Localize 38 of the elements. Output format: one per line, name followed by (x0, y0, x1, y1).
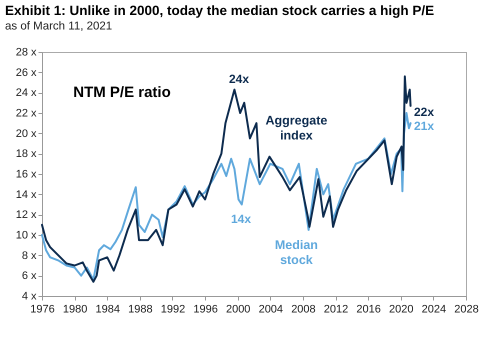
annotation: 24x (228, 72, 250, 86)
y-tick-label: 4 x (22, 290, 37, 302)
line-series (41, 75, 412, 283)
y-tick-label: 14 x (16, 188, 37, 201)
x-tick-label: 1984 (95, 304, 120, 316)
x-tick-label: 2012 (324, 304, 348, 316)
chart-title: Exhibit 1: Unlike in 2000, today the median stock carries a high P/E (5, 3, 434, 18)
y-tick-label: 8 x (22, 250, 37, 262)
x-tick-label: 2000 (226, 304, 250, 316)
x-tick-label: 1976 (30, 304, 55, 316)
annotation: NTM P/E ratio (73, 84, 171, 101)
y-tick-label: 28 x (16, 46, 37, 58)
y-tick-label: 10 x (16, 230, 37, 242)
y-tick-label: 16 x (16, 168, 37, 180)
x-tick-label: 1988 (128, 304, 153, 316)
x-tick-label: 2004 (258, 304, 284, 316)
x-tick-label: 1996 (193, 304, 218, 316)
chart-subtitle: as of March 11, 2021 (5, 20, 112, 32)
x-tick-label: 1980 (62, 304, 88, 316)
line-series (41, 112, 412, 281)
x-tick-label: 2024 (422, 304, 446, 316)
x-tick-label: 2028 (454, 304, 479, 316)
annotation: 22x (414, 105, 434, 119)
x-tick-label: 1992 (160, 304, 186, 316)
y-tick-label: 12 x (16, 209, 37, 222)
y-tick-label: 24 x (16, 87, 37, 100)
annotation: 21x (414, 119, 434, 133)
y-tick-label: 6 x (22, 270, 37, 282)
y-tick-label: 18 x (16, 148, 37, 160)
y-tick-label: 20 x (16, 128, 37, 140)
y-tick-label: 26 x (16, 66, 37, 79)
series-label: Aggregate index (265, 113, 328, 142)
annotation: 14x (230, 212, 252, 226)
y-tick-label: 22 x (16, 108, 37, 120)
x-tick-label: 2008 (291, 304, 316, 316)
series-label: Median stock (274, 238, 318, 267)
x-tick-label: 2016 (356, 304, 381, 316)
x-tick-label: 2020 (389, 304, 414, 316)
